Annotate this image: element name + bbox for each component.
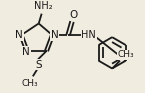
Text: O: O xyxy=(70,10,78,20)
Text: N: N xyxy=(15,30,23,40)
Text: CH₃: CH₃ xyxy=(118,50,134,59)
Text: HN: HN xyxy=(81,30,96,40)
Text: NH₂: NH₂ xyxy=(34,1,53,11)
Text: S: S xyxy=(35,60,42,70)
Text: CH₃: CH₃ xyxy=(22,79,38,88)
Text: N: N xyxy=(22,47,30,57)
Text: N: N xyxy=(50,30,58,40)
